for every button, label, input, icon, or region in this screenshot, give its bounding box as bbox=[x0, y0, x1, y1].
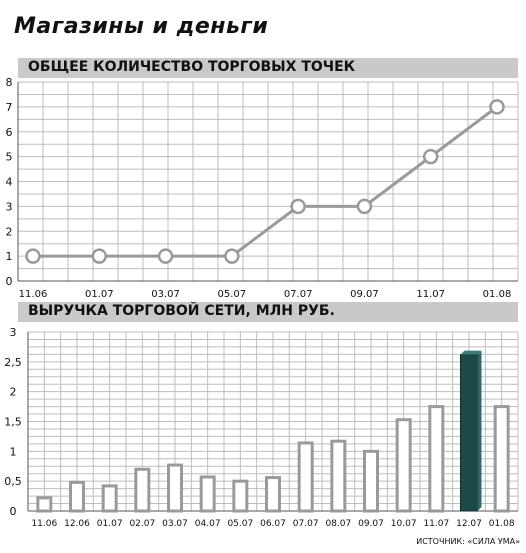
line-y-tick-label: 0 bbox=[6, 275, 13, 288]
bar bbox=[493, 405, 510, 513]
bar-y-tick-label: 2,5 bbox=[4, 356, 22, 369]
line-x-tick-label: 09.07 bbox=[350, 289, 379, 300]
infographic-title: Магазины и деньги bbox=[14, 14, 269, 39]
line-x-tick-label: 07.07 bbox=[284, 289, 313, 300]
bar-x-tick-label: 08.07 bbox=[325, 519, 351, 529]
bar bbox=[101, 484, 118, 513]
line-point bbox=[25, 248, 41, 264]
bar bbox=[167, 463, 183, 513]
line-y-tick-label: 8 bbox=[6, 76, 13, 89]
bar-y-tick-label: 3 bbox=[10, 326, 17, 339]
bar bbox=[395, 418, 412, 513]
bar-highlighted bbox=[460, 354, 478, 512]
bar-chart-title-band: ВЫРУЧКА ТОРГОВОЙ СЕТИ, МЛН РУБ. bbox=[18, 302, 518, 322]
bar bbox=[297, 441, 314, 513]
line-y-tick-label: 2 bbox=[6, 225, 13, 238]
bar bbox=[69, 480, 85, 513]
line-point bbox=[157, 248, 174, 264]
bar-x-tick-label: 11.06 bbox=[31, 519, 57, 529]
line-series bbox=[33, 105, 498, 258]
bar-x-tick-label: 12.06 bbox=[64, 519, 90, 529]
line-point bbox=[224, 248, 240, 264]
line-x-tick-label: 01.08 bbox=[483, 289, 512, 300]
bar-x-tick-label: 10.07 bbox=[391, 519, 417, 529]
line-point bbox=[290, 198, 306, 215]
bar-x-tick-label: 09.07 bbox=[358, 519, 384, 529]
bar-x-tick-label: 04.07 bbox=[195, 519, 221, 529]
bar-x-tick-label: 07.07 bbox=[293, 519, 319, 529]
bar bbox=[265, 476, 281, 513]
bar-x-tick-label: 02.07 bbox=[129, 519, 155, 529]
bar-chart: 0 0,5 1 1,5 2 2,5 3 11.06 12.06 01.07 02.07 03.07 04… bbox=[4, 326, 519, 529]
line-point bbox=[356, 198, 373, 215]
bar-chart-title: ВЫРУЧКА ТОРГОВОЙ СЕТИ, МЛН РУБ. bbox=[28, 303, 335, 319]
bar bbox=[199, 475, 216, 513]
bar bbox=[363, 449, 379, 513]
bar bbox=[428, 405, 445, 513]
bar-y-tick-label: 1,5 bbox=[4, 416, 22, 429]
line-y-tick-label: 6 bbox=[6, 126, 13, 139]
line-point bbox=[489, 99, 505, 115]
bar-y-tick-label: 0,5 bbox=[4, 475, 22, 488]
line-x-tick-label: 11.06 bbox=[19, 289, 48, 300]
bar-x-tick-label: 01.08 bbox=[489, 519, 515, 529]
bar-x-tick-label: 01.07 bbox=[97, 519, 123, 529]
bar-x-tick-label: 05.07 bbox=[227, 519, 253, 529]
line-chart-title-band: ОБЩЕЕ КОЛИЧЕСТВО ТОРГОВЫХ ТОЧЕК bbox=[18, 58, 518, 78]
bar-x-tick-label: 03.07 bbox=[162, 519, 188, 529]
bar bbox=[232, 479, 249, 513]
bar-x-tick-label: 12.07 bbox=[456, 519, 482, 529]
bar-y-tick-label: 1 bbox=[10, 445, 17, 458]
line-y-tick-label: 3 bbox=[6, 200, 13, 213]
bar-highlighted-side bbox=[477, 350, 482, 511]
line-point bbox=[422, 148, 439, 165]
line-point bbox=[91, 248, 108, 264]
line-x-tick-label: 05.07 bbox=[218, 289, 247, 300]
line-x-tick-label: 11.07 bbox=[416, 289, 445, 300]
line-chart: 0 1 2 3 4 5 6 7 8 11.06 01.07 03.07 05.07 07.07 09.07 1… bbox=[6, 76, 519, 300]
bar-x-tick-label: 06.07 bbox=[260, 519, 286, 529]
line-x-tick-label: 01.07 bbox=[85, 289, 114, 300]
line-chart-title: ОБЩЕЕ КОЛИЧЕСТВО ТОРГОВЫХ ТОЧЕК bbox=[28, 59, 356, 75]
bar bbox=[36, 496, 53, 513]
line-y-tick-label: 5 bbox=[6, 151, 13, 164]
bar-x-tick-label: 11.07 bbox=[423, 519, 449, 529]
bar-y-tick-label: 0 bbox=[10, 505, 17, 518]
line-y-tick-label: 1 bbox=[6, 250, 13, 263]
bar-y-tick-label: 2 bbox=[10, 386, 17, 399]
source-note: ИСТОЧНИК: «СИЛА УМА» bbox=[416, 537, 520, 546]
line-y-tick-label: 7 bbox=[6, 101, 13, 114]
bar bbox=[134, 467, 151, 513]
bar bbox=[330, 439, 347, 513]
bar-highlighted-top bbox=[460, 350, 482, 355]
line-y-tick-label: 4 bbox=[6, 176, 13, 189]
line-x-tick-label: 03.07 bbox=[151, 289, 180, 300]
